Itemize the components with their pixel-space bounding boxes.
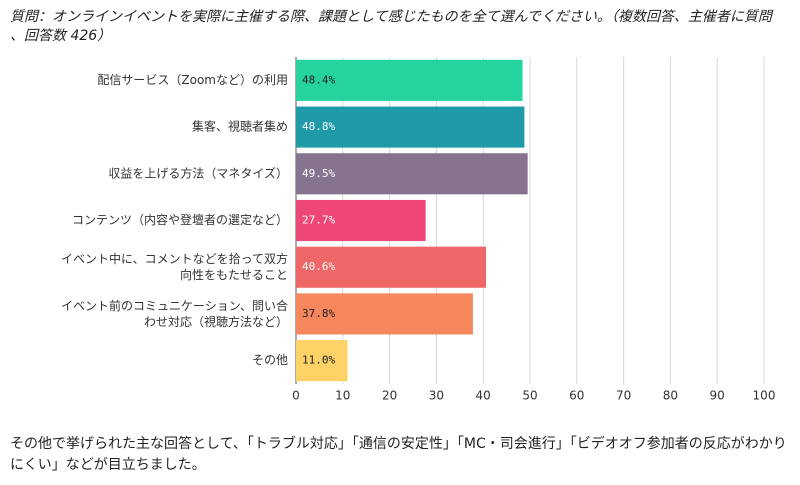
value-label: 27.7% xyxy=(302,214,335,227)
bar xyxy=(296,59,523,101)
note: その他で挙げられた主な回答として、「トラブル対応」「通信の安定性」「MC・司会進… xyxy=(10,436,787,473)
value-label: 49.5% xyxy=(302,167,335,180)
x-tick-label: 60 xyxy=(569,389,584,403)
bar xyxy=(296,293,473,335)
bar xyxy=(296,199,426,242)
value-label: 48.4% xyxy=(302,73,335,86)
x-tick-label: 10 xyxy=(335,389,350,403)
bar xyxy=(296,106,525,148)
value-label: 40.6% xyxy=(302,260,335,273)
x-tick-label: 20 xyxy=(382,389,397,403)
x-tick-label: 90 xyxy=(710,389,725,403)
x-tick-label: 40 xyxy=(476,389,491,403)
chart-title: 質問：オンラインイベントを実際に主催する際、課題として感じたものを全て選んでくだ… xyxy=(10,9,772,44)
y-tick-label: その他 xyxy=(252,353,288,367)
bar xyxy=(296,246,487,288)
y-tick-label: 集客、視聴者集め xyxy=(192,119,288,134)
y-tick-label: コンテンツ（内容や登壇者の選定など） xyxy=(72,212,288,227)
x-tick-label: 30 xyxy=(429,389,444,403)
x-tick-label: 50 xyxy=(522,389,537,403)
bar xyxy=(296,340,348,382)
x-tick-label: 100 xyxy=(753,389,776,403)
value-label: 37.8% xyxy=(302,307,335,320)
value-label: 48.8% xyxy=(302,120,335,133)
bar xyxy=(296,153,528,195)
y-tick-label: 配信サービス（Zoomなど）の利用 xyxy=(97,73,288,87)
y-tick-label: 収益を上げる方法（マネタイズ） xyxy=(108,165,288,180)
value-label: 11.0% xyxy=(302,354,335,367)
y-tick-label: イベント中に、コメントなどを拾って双方向性をもたせること xyxy=(61,251,288,282)
x-tick-label: 80 xyxy=(663,389,678,403)
y-tick-label: イベント前のコミュニケーション、問い合わせ対応（視聴方法など） xyxy=(61,297,288,328)
x-tick-label: 70 xyxy=(616,389,631,403)
x-tick-label: 0 xyxy=(292,389,300,403)
